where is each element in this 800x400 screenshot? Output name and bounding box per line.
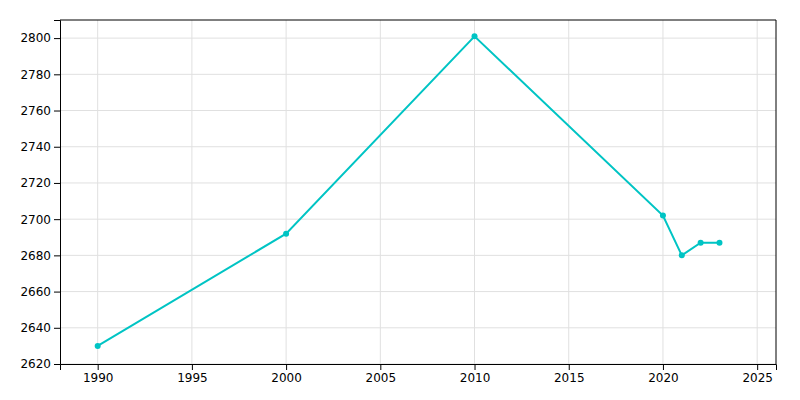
y-tick: 2660 — [20, 285, 60, 299]
x-tick: 1995 — [177, 364, 208, 385]
x-tick: 2000 — [271, 364, 302, 385]
grid-line-x — [286, 20, 287, 364]
y-tick: 2680 — [20, 249, 60, 263]
y-tick: 2720 — [20, 176, 60, 190]
x-tick-label: 2000 — [271, 371, 302, 385]
grid-line-y — [60, 182, 776, 183]
x-axis-line — [61, 365, 777, 371]
grid-line-y — [60, 74, 776, 75]
y-tick-mark — [54, 364, 60, 365]
point — [283, 231, 289, 237]
point — [679, 252, 685, 258]
grid-line-y — [60, 219, 776, 220]
y-tick: 2740 — [20, 140, 60, 154]
x-tick-label: 1995 — [177, 371, 208, 385]
y-tick-label: 2700 — [20, 212, 51, 226]
x-tick-label: 1990 — [83, 371, 114, 385]
grid-line-y — [60, 327, 776, 328]
y-tick-label: 2720 — [20, 176, 51, 190]
y-tick-mark — [54, 292, 60, 293]
grid-line-x — [757, 20, 758, 364]
y-tick-label: 2640 — [20, 321, 51, 335]
grid-line-x — [568, 20, 569, 364]
x-tick: 2010 — [460, 364, 491, 385]
x-tick-mark — [380, 364, 381, 370]
x-tick-label: 2005 — [366, 371, 397, 385]
x-tick-label: 2010 — [460, 371, 491, 385]
x-tick-mark — [569, 364, 570, 370]
x-tick: 2005 — [366, 364, 397, 385]
grid-line-x — [474, 20, 475, 364]
x-tick: 1990 — [83, 364, 114, 385]
y-tick-label: 2800 — [20, 31, 51, 45]
x-tick: 2015 — [554, 364, 585, 385]
y-tick-label: 2740 — [20, 140, 51, 154]
point — [472, 33, 478, 39]
y-axis-line — [54, 21, 61, 365]
x-tick-label: 2020 — [648, 371, 679, 385]
chart: 1990 1995 2000 2005 2010 2015 2020 2025 2620 2640… — [0, 0, 800, 400]
x-tick-label: 2015 — [554, 371, 585, 385]
y-tick-label: 2780 — [20, 68, 51, 82]
grid-line-x — [97, 20, 98, 364]
y-tick: 2700 — [20, 212, 60, 226]
x-tick-mark — [192, 364, 193, 370]
grid-line-y — [60, 255, 776, 256]
y-tick-mark — [54, 74, 60, 75]
plot: 1990 1995 2000 2005 2010 2015 2020 2025 2620 2640… — [20, 20, 776, 385]
grid-line-y — [60, 146, 776, 147]
frame-top — [60, 20, 776, 21]
y-tick-mark — [54, 38, 60, 39]
grid-line-y — [60, 110, 776, 111]
x-tick-mark — [757, 364, 758, 370]
grid-line-x — [191, 20, 192, 364]
x-tick-label: 2025 — [742, 371, 773, 385]
grid-line-y — [60, 38, 776, 39]
grid — [60, 20, 776, 364]
y-axis: 2620 2640 2660 2680 2700 2720 2740 2760 2780 2800 — [20, 21, 60, 372]
y-tick: 2620 — [20, 357, 60, 371]
y-tick-label: 2760 — [20, 104, 51, 118]
y-tick-label: 2620 — [20, 357, 51, 371]
x-axis: 1990 1995 2000 2005 2010 2015 2020 2025 — [61, 364, 777, 385]
y-tick: 2780 — [20, 68, 60, 82]
x-tick-mark — [475, 364, 476, 370]
y-tick-mark — [54, 111, 60, 112]
point — [660, 213, 666, 219]
y-tick: 2640 — [20, 321, 60, 335]
grid-line-x — [662, 20, 663, 364]
y-tick: 2800 — [20, 31, 60, 45]
point — [95, 343, 101, 349]
y-tick-mark — [54, 255, 60, 256]
y-tick-mark — [54, 183, 60, 184]
grid-line-x — [380, 20, 381, 364]
y-tick: 2760 — [20, 104, 60, 118]
point — [716, 240, 722, 246]
marks — [95, 33, 723, 349]
y-tick-mark — [54, 147, 60, 148]
grid-line-y — [60, 291, 776, 292]
x-tick-mark — [286, 364, 287, 370]
y-tick-mark — [54, 219, 60, 220]
line — [98, 36, 720, 346]
y-tick-mark — [54, 328, 60, 329]
x-tick: 2020 — [648, 364, 679, 385]
x-tick-mark — [663, 364, 664, 370]
y-tick-label: 2660 — [20, 285, 51, 299]
x-tick-mark — [98, 364, 99, 370]
x-tick: 2025 — [742, 364, 773, 385]
point — [698, 240, 704, 246]
frame-right — [776, 20, 777, 364]
y-tick-label: 2680 — [20, 249, 51, 263]
